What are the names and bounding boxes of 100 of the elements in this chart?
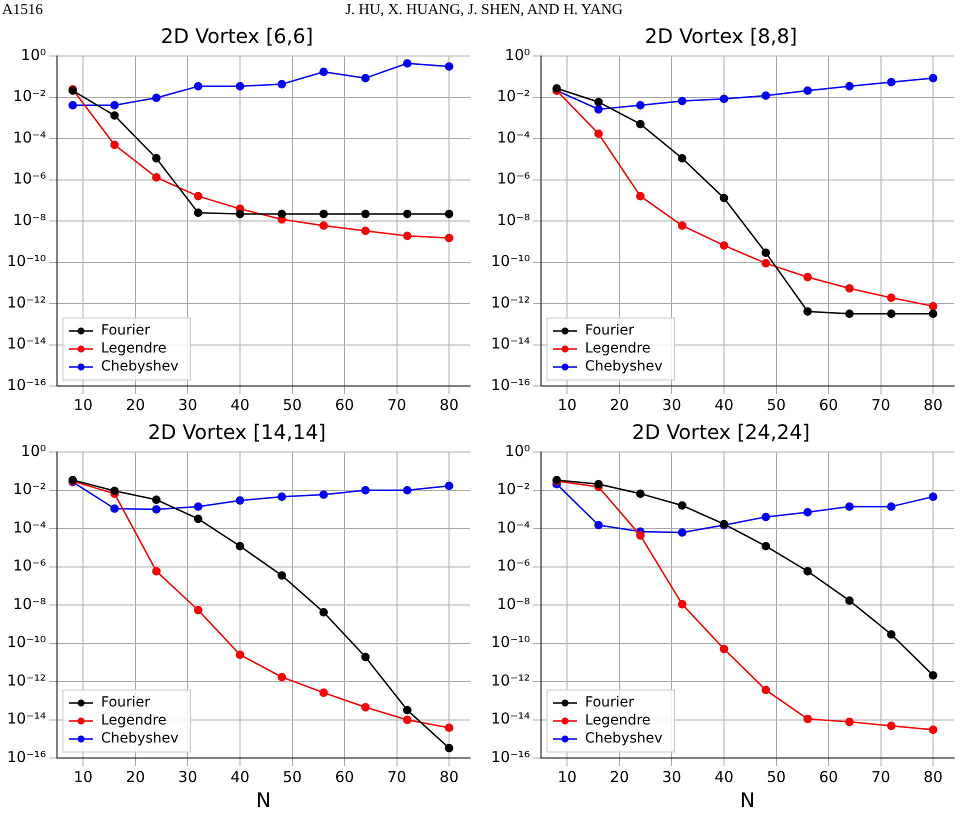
point (444, 724, 454, 732)
legend-label: Chebyshev (585, 730, 663, 747)
point (278, 80, 286, 88)
point (361, 226, 370, 236)
y-tick-label: 10⁻⁶ (13, 556, 46, 575)
x-tick-label: 20 (610, 768, 629, 786)
point (887, 722, 896, 730)
x-tick-label: 50 (766, 768, 786, 786)
y-tick-label: 10⁰ (504, 442, 530, 460)
chart-title: 2D Vortex [24,24] (632, 420, 810, 444)
x-tick-label: 20 (610, 396, 629, 414)
x-tick-label: 70 (871, 396, 890, 414)
point (236, 650, 244, 660)
point (152, 154, 161, 163)
point (444, 744, 454, 752)
x-tick-label: 80 (440, 768, 459, 786)
point (319, 688, 328, 697)
y-tick-label: 10⁻¹² (7, 293, 46, 312)
point (236, 496, 244, 505)
point (319, 210, 328, 218)
x-tick-label: 30 (178, 396, 198, 414)
point (636, 192, 645, 200)
point (361, 210, 370, 218)
text: A1516 (2, 2, 43, 19)
x-tick-label: 30 (662, 396, 682, 414)
point (152, 94, 161, 102)
point (236, 82, 244, 91)
y-tick-label: 10⁰ (504, 46, 530, 64)
x-tick-label: 10 (74, 768, 93, 786)
point (194, 514, 202, 524)
point (678, 96, 686, 106)
point (678, 501, 686, 510)
y-tick-label: 10⁻¹² (7, 671, 46, 690)
point (319, 221, 328, 230)
point (720, 94, 728, 104)
point (110, 100, 119, 110)
point (845, 82, 854, 91)
x-tick-label: 10 (74, 396, 93, 414)
point (194, 502, 202, 511)
point (319, 68, 328, 76)
legend-label: Legendre (585, 712, 651, 729)
x-tick-label: 40 (230, 396, 250, 414)
point (278, 672, 286, 682)
point (444, 62, 454, 71)
point (194, 82, 202, 91)
y-tick-label: 10⁻¹⁰ (7, 633, 46, 652)
y-tick-label: 10⁻¹⁴ (7, 334, 46, 353)
y-tick-label: 10⁻¹⁶ (491, 376, 530, 394)
point (636, 489, 645, 498)
y-tick-label: 10⁻¹⁰ (7, 252, 46, 270)
legend-label: Legendre (101, 712, 167, 729)
point (887, 502, 896, 511)
y-tick-label: 10⁻¹² (491, 293, 530, 312)
point (928, 309, 938, 318)
point (361, 486, 370, 494)
point (845, 596, 854, 605)
y-tick-label: 10⁻⁴ (13, 128, 46, 146)
point (845, 284, 854, 293)
y-tick-label: 10⁻¹⁰ (491, 252, 530, 270)
point (803, 86, 812, 95)
point (236, 542, 244, 550)
point (887, 78, 896, 86)
legend-label: Chebyshev (101, 730, 179, 747)
x-tick-label: 80 (924, 768, 943, 786)
point (928, 302, 938, 310)
point (720, 241, 728, 250)
point (152, 567, 161, 576)
y-tick-label: 10⁰ (20, 46, 46, 64)
x-tick-label: 60 (334, 396, 354, 414)
y-tick-label: 10⁻⁴ (497, 128, 530, 146)
chart-title: 2D Vortex [14,14] (148, 420, 326, 444)
text: J. HU, X. HUANG, J. SHEN, AND H. YANG (345, 2, 623, 19)
point (803, 567, 812, 576)
y-tick-label: 10⁻⁸ (13, 594, 46, 613)
y-tick-label: 10⁻² (497, 87, 530, 106)
x-tick-label: 30 (662, 768, 682, 786)
point (361, 703, 370, 712)
x-tick-label: 60 (818, 396, 838, 414)
y-tick-label: 10⁻² (497, 480, 530, 498)
point (845, 309, 854, 318)
y-tick-label: 10⁻² (13, 87, 46, 106)
y-tick-label: 10⁻⁸ (497, 594, 530, 613)
point (678, 154, 686, 163)
point (403, 210, 412, 218)
point (636, 120, 645, 128)
y-tick-label: 10⁻⁶ (13, 170, 46, 188)
point (928, 671, 938, 680)
y-tick-label: 10⁻² (13, 480, 46, 498)
x-tick-label: 40 (714, 396, 734, 414)
legend-label: Fourier (585, 322, 634, 339)
point (887, 309, 896, 318)
point (762, 259, 770, 268)
point (194, 208, 202, 218)
point (444, 482, 454, 490)
x-tick-label: 50 (766, 396, 786, 414)
y-tick-label: 10⁻¹⁶ (491, 748, 530, 766)
point (236, 210, 244, 218)
point (762, 248, 770, 257)
x-tick-label: 10 (558, 396, 577, 414)
chart-title: 2D Vortex [6,6] (160, 24, 314, 48)
